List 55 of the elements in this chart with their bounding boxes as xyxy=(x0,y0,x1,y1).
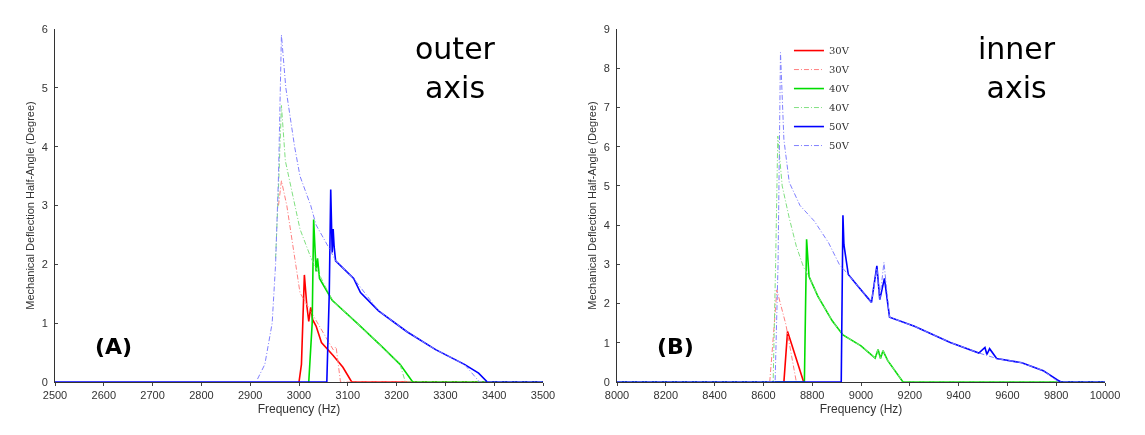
x-tick-label: 3300 xyxy=(433,389,458,402)
x-tick-label: 8400 xyxy=(702,389,727,402)
y-tick-label: 5 xyxy=(41,81,48,94)
annotation: (B) xyxy=(657,334,694,359)
y-tick-label: 1 xyxy=(603,336,610,349)
x-tick-label: 8200 xyxy=(653,389,679,402)
x-tick-label: 2500 xyxy=(42,389,68,402)
y-tick-label: 2 xyxy=(41,258,48,271)
y-tick-label: 2 xyxy=(603,297,610,310)
x-tick-label: 2700 xyxy=(140,389,165,402)
x-tick-label: 9800 xyxy=(1043,389,1069,402)
x-tick-label: 2800 xyxy=(189,389,214,402)
x-tick-label: 3500 xyxy=(530,389,556,402)
y-tick-label: 9 xyxy=(603,22,610,35)
y-axis-title: Mechanical Deflection Half-Angle (Degree) xyxy=(586,101,599,310)
legend-label: 30V xyxy=(828,45,850,57)
legend-label: 50V xyxy=(828,121,850,133)
x-tick-label: 10000 xyxy=(1089,389,1121,402)
y-tick-label: 0 xyxy=(41,375,48,388)
x-tick-label: 3000 xyxy=(286,389,312,402)
x-tick-label: 3100 xyxy=(335,389,361,402)
y-tick-label: 6 xyxy=(603,140,610,153)
x-tick-label: 9000 xyxy=(848,389,874,402)
y-tick-label: 3 xyxy=(41,199,48,212)
x-tick-label: 3400 xyxy=(481,389,507,402)
y-tick-label: 6 xyxy=(41,22,48,35)
x-axis-title: Frequency (Hz) xyxy=(819,402,903,417)
y-tick-label: 0 xyxy=(603,375,610,388)
y-tick-label: 3 xyxy=(603,258,610,271)
x-tick-label: 9200 xyxy=(897,389,923,402)
line-series xyxy=(257,34,543,382)
x-tick-label: 8800 xyxy=(799,389,825,402)
x-tick-label: 8600 xyxy=(751,389,776,402)
y-tick-label: 4 xyxy=(603,218,610,231)
legend-label: 40V xyxy=(828,83,850,95)
x-axis-title: Frequency (Hz) xyxy=(257,402,341,417)
x-tick-label: 8000 xyxy=(604,389,630,402)
y-tick-label: 8 xyxy=(603,62,610,75)
annotation: (A) xyxy=(95,334,133,359)
x-tick-label: 2900 xyxy=(237,389,263,402)
annotation: outer axis xyxy=(415,31,496,105)
y-tick-label: 7 xyxy=(603,101,610,114)
x-tick-label: 2600 xyxy=(91,389,117,402)
x-tick-label: 9400 xyxy=(946,389,971,402)
legend-label: 30V xyxy=(828,64,850,76)
legend-label: 50V xyxy=(828,140,850,152)
y-tick-label: 5 xyxy=(603,179,610,192)
x-tick-label: 9600 xyxy=(995,389,1020,402)
legend-label: 40V xyxy=(828,102,850,114)
x-tick-label: 3200 xyxy=(384,389,409,402)
y-tick-label: 4 xyxy=(41,140,48,153)
line-series xyxy=(769,289,797,382)
annotation: inner axis xyxy=(978,31,1056,105)
y-axis-title: Mechanical Deflection Half-Angle (Degree) xyxy=(24,101,37,310)
y-tick-label: 1 xyxy=(41,317,48,330)
